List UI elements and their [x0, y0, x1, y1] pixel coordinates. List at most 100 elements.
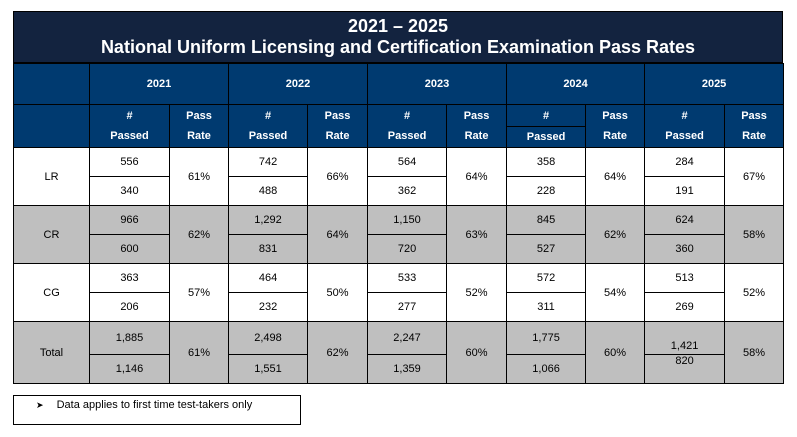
passed-count-bottom: 269 [644, 292, 726, 322]
rate-label: Rate [603, 130, 627, 142]
table-row-cg-bottom: 206 232 277 311 269 [14, 292, 784, 322]
passed-count-bottom: 1,551 [228, 354, 309, 384]
passed-count-bottom: 488 [228, 176, 309, 206]
passed-count-bottom: 311 [506, 292, 587, 322]
rate-label: Rate [742, 130, 766, 142]
table-body: LR 556 61% 742 66% 564 64% 358 64% 284 67% 340 488 36… [13, 147, 785, 384]
pass-rate-cell: 58% [724, 205, 785, 264]
year-header-2021: 2021 [88, 63, 230, 105]
passed-count-bottom: 362 [367, 176, 448, 206]
passed-count-top: 358 [506, 147, 587, 177]
table-row-total-top: Total 1,885 61% 2,498 62% 2,247 60% 1,775 60% 1,4… [13, 321, 785, 384]
pass-rate-cell: 52% [724, 263, 785, 322]
pass-label: Pass [186, 110, 212, 122]
passed-label: Passed [110, 130, 149, 142]
pass-rate-cell: 61% [168, 147, 230, 206]
pass-label: Pass [463, 110, 490, 122]
rate-label: Rate [187, 130, 211, 142]
passed-count-top: 624 [644, 205, 726, 235]
title-year-range: 2021 – 2025 [347, 16, 449, 36]
pass-rates-table-container: 2021 – 2025 National Uniform Licensing a… [13, 11, 785, 384]
passed-count-bottom: 820 [644, 354, 726, 384]
passed-count-top: 1,292 [228, 205, 309, 235]
passed-count-top: 533 [367, 263, 448, 293]
passed-count-bottom: 232 [228, 292, 309, 322]
pass-rate-cell: 62% [585, 205, 646, 264]
passed-count-bottom: 360 [644, 234, 726, 264]
passed-count-top: 845 [506, 205, 587, 235]
passed-hash-label: # [126, 110, 133, 122]
pass-rate-cell: 61% [168, 321, 230, 384]
year-header-2023: 2023 [367, 63, 508, 105]
pass-rate-cell: 60% [446, 321, 508, 384]
passed-count-top: 1,150 [367, 205, 448, 235]
passed-count-top: 464 [228, 263, 309, 293]
year-header-2022: 2022 [228, 63, 369, 105]
passed-label: Passed [387, 130, 427, 142]
passed-hash-label: # [681, 110, 688, 122]
pass-rate-cell: 50% [307, 263, 369, 322]
passed-label: Passed [248, 130, 288, 142]
passed-count-top: 2,498 [228, 321, 309, 355]
row-label: LR [13, 147, 90, 206]
passed-count-bottom: 228 [506, 176, 587, 206]
passed-count-top: 1,885 [89, 321, 170, 355]
pass-rate-cell: 63% [446, 205, 508, 264]
passed-count-top: 966 [89, 205, 170, 235]
pass-rate-cell: 60% [585, 321, 646, 384]
table-row-lr-bottom: 340 488 362 228 191 [14, 176, 784, 206]
passed-label: Passed [665, 130, 704, 142]
passed-count-bottom: 340 [89, 176, 170, 206]
footnote-text: Data applies to first time test-takers o… [56, 399, 253, 411]
passed-count-bottom: 1,066 [506, 354, 587, 384]
passed-count-top: 564 [367, 147, 448, 177]
pass-rate-cell: 54% [585, 263, 646, 322]
pass-rate-cell: 67% [724, 147, 785, 206]
passed-count-top: 572 [506, 263, 587, 293]
subheader-rate-2021: Pass Rate [168, 104, 230, 148]
subheader-rate-2023: Pass Rate [446, 104, 508, 148]
passed-count-bottom: 720 [367, 234, 448, 264]
passed-label: Passed [526, 130, 566, 143]
passed-count-bottom: 831 [228, 234, 309, 264]
rate-label: Rate [464, 130, 489, 142]
row-label: CR [13, 205, 90, 264]
pass-rate-cell: 52% [446, 263, 508, 322]
row-label: Total [13, 321, 90, 384]
subheader-rate-2024: Pass Rate [585, 104, 646, 148]
passed-hash-label: # [264, 110, 272, 122]
pass-rate-cell: 62% [168, 205, 230, 264]
passed-count-bottom: 527 [506, 234, 587, 264]
subheader-rate-2025: Pass Rate [724, 104, 785, 148]
pass-rate-cell: 66% [307, 147, 369, 206]
passed-count-bottom: 191 [644, 176, 726, 206]
footnote-box: ➤ Data applies to first time test-takers… [13, 395, 301, 425]
pass-rate-cell: 64% [585, 147, 646, 206]
passed-count-top: 284 [644, 147, 726, 177]
corner-cell [13, 63, 90, 105]
subheader-passed-2021: # Passed [89, 104, 170, 148]
row-label: CG [13, 263, 90, 322]
pass-label: Pass [324, 110, 351, 122]
pass-rate-cell: 58% [724, 321, 785, 384]
passed-count-top: 556 [89, 147, 170, 177]
year-header-row: 2021 2022 2023 2024 2025 [13, 63, 785, 105]
subheader-passed-2025: # Passed [644, 104, 726, 148]
passed-count-top: 2,247 [367, 321, 448, 355]
subheader-passed-2023: # Passed [367, 104, 448, 148]
passed-count-top: 513 [644, 263, 726, 293]
table-row-cg-top: CG 363 57% 464 50% 533 52% 572 54% 513 52% [13, 263, 785, 322]
pass-rates-table: 2021 2022 2023 2024 2025 # Passed Pass Rate… [13, 63, 785, 384]
arrowhead-bullet-icon: ➤ [36, 400, 44, 410]
pass-rate-cell: 62% [307, 321, 369, 384]
pass-label: Pass [741, 110, 767, 122]
pass-rate-cell: 64% [446, 147, 508, 206]
pass-label: Pass [602, 110, 628, 122]
passed-count-bottom: 600 [89, 234, 170, 264]
passed-count-bottom: 1,359 [367, 354, 448, 384]
subheader-passed-2024: # Passed [506, 104, 587, 148]
passed-count-bottom: 1,146 [89, 354, 170, 384]
pass-rate-cell: 64% [307, 205, 369, 264]
passed-hash-label: # [507, 106, 586, 127]
pass-rate-cell: 57% [168, 263, 230, 322]
